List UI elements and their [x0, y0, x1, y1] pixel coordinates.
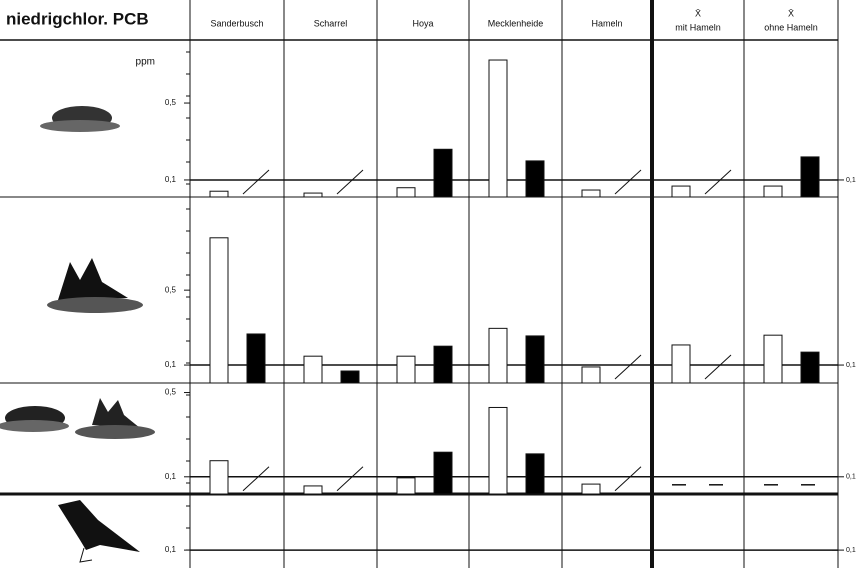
icon-nestlings [47, 258, 143, 313]
bar [582, 190, 600, 197]
bar [489, 60, 507, 197]
y-tick-label: 0,5 [165, 98, 177, 107]
bar [304, 193, 322, 197]
no-data-slash [243, 467, 269, 491]
bar [210, 191, 228, 197]
bar [304, 356, 322, 383]
no-data-slash [615, 467, 641, 491]
y-tick-label: 0,1 [165, 360, 177, 369]
bar [582, 367, 600, 383]
bar [489, 407, 507, 494]
y-tick-label: 0,5 [165, 388, 177, 397]
bar [672, 186, 690, 197]
bar [526, 454, 544, 494]
icon-adult-bird [58, 500, 140, 562]
bar [210, 238, 228, 383]
title: niedrigchlor. PCB [6, 9, 149, 28]
no-data-slash [615, 170, 641, 194]
no-data-slash [337, 467, 363, 491]
bar [764, 186, 782, 197]
y-tick-label: 0,1 [165, 175, 177, 184]
bar [801, 352, 819, 383]
figure: niedrigchlor. PCB ppm Sanderbusch Scharre… [0, 0, 856, 568]
icon-eggs-nestlings [0, 398, 155, 439]
bar [526, 336, 544, 383]
right-tick-label: 0,1 [846, 362, 856, 369]
y-tick-label: 0,5 [165, 285, 177, 294]
bar [801, 157, 819, 197]
bar [526, 161, 544, 197]
bar [434, 452, 452, 494]
mean-symbol: X̄ [695, 8, 701, 18]
bar [397, 478, 415, 494]
no-data-slash [243, 170, 269, 194]
mean-symbol: X̄ [788, 8, 794, 18]
bar [672, 345, 690, 383]
column-header: Mecklenheide [488, 18, 544, 28]
bar [341, 371, 359, 383]
no-data-slash [615, 355, 641, 379]
unit: ppm [136, 57, 155, 68]
y-tick-label: 0,1 [165, 472, 177, 481]
column-header: Hameln [591, 18, 622, 28]
icon-eggs [40, 106, 120, 132]
bar [397, 356, 415, 383]
column-header: Scharrel [314, 18, 348, 28]
right-tick-label: 0,1 [846, 474, 856, 481]
no-data-slash [337, 170, 363, 194]
bar [434, 346, 452, 383]
right-tick-label: 0,1 [846, 547, 856, 554]
bar [210, 461, 228, 494]
bar [489, 328, 507, 383]
right-tick-label: 0,1 [846, 177, 856, 184]
bar [247, 334, 265, 383]
column-header: ohne Hameln [764, 22, 818, 32]
y-tick-label: 0,1 [165, 545, 177, 554]
column-header: Hoya [412, 18, 433, 28]
bar [397, 188, 415, 197]
bar [582, 484, 600, 494]
column-header: Sanderbusch [210, 18, 263, 28]
bar [434, 149, 452, 197]
no-data-slash [705, 170, 731, 194]
bar [304, 486, 322, 494]
column-header: mit Hameln [675, 22, 721, 32]
bar [764, 335, 782, 383]
no-data-slash [705, 355, 731, 379]
